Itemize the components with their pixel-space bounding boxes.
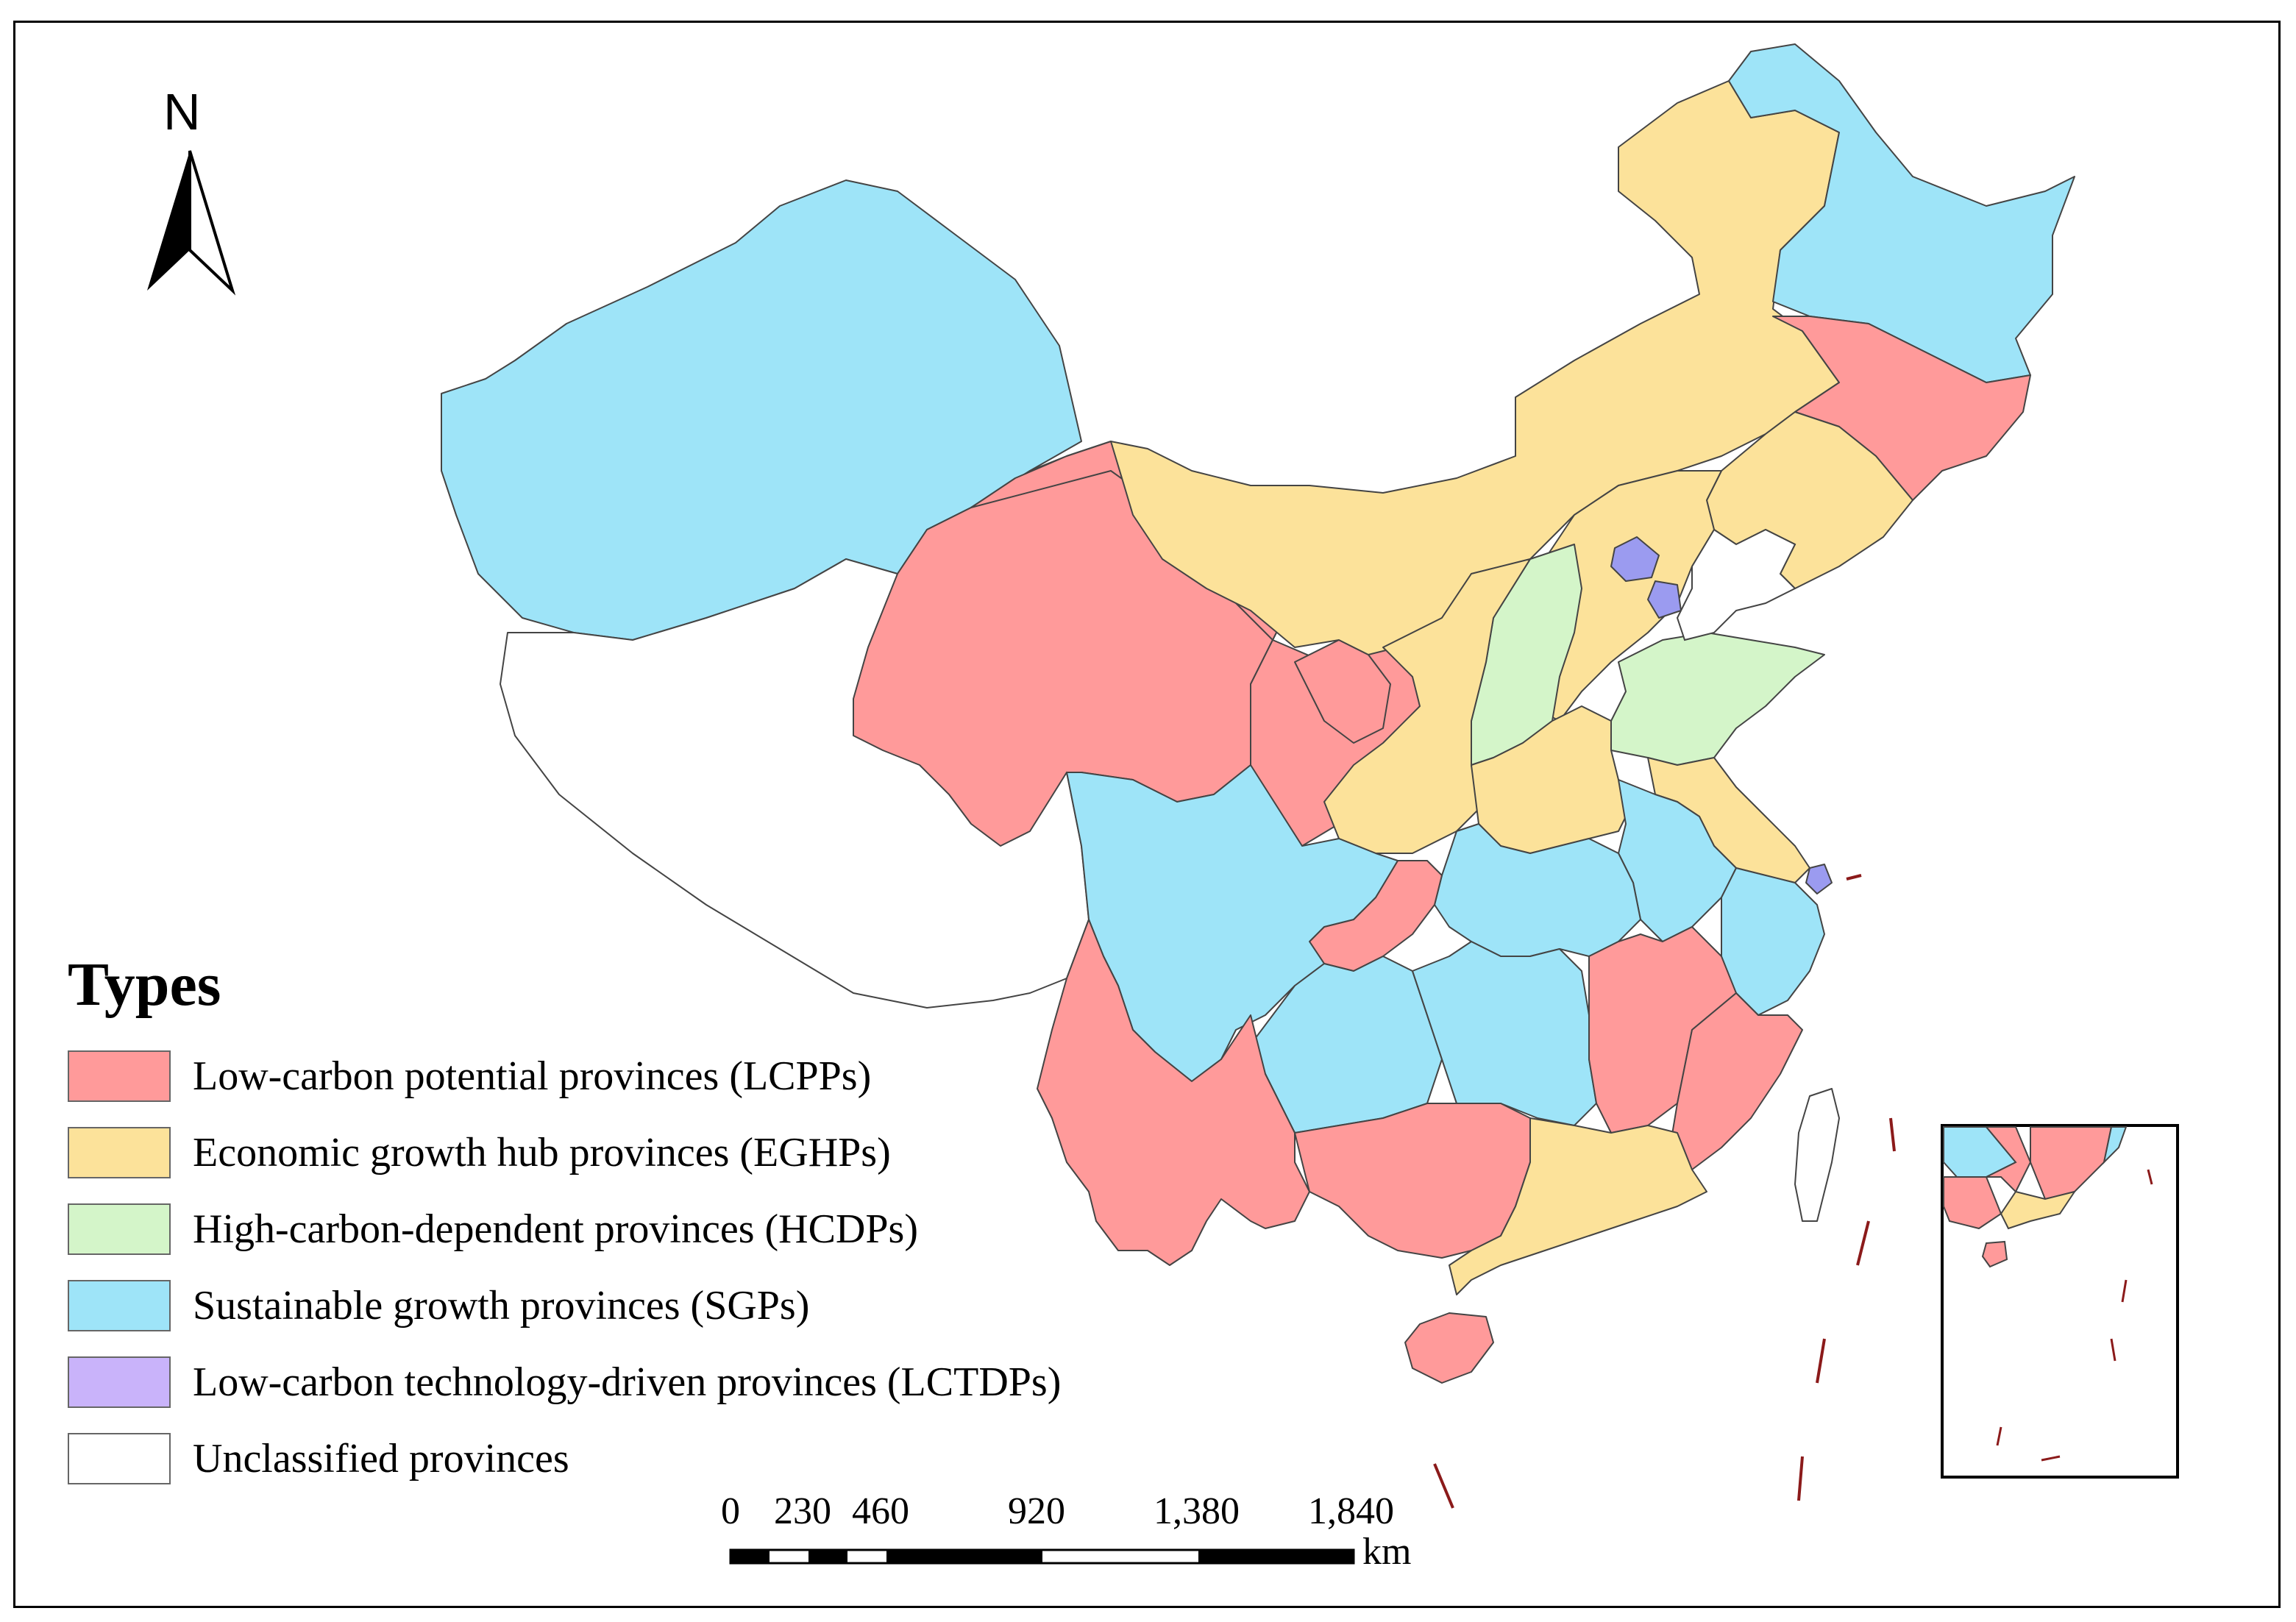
scale-tick-label: 230 bbox=[774, 1490, 831, 1532]
scale-tick-label: 0 bbox=[721, 1490, 740, 1532]
bohai-sea bbox=[1676, 528, 1796, 641]
province-shanghai bbox=[1805, 864, 1833, 894]
legend-item-lcpp: Low-carbon potential provinces (LCPPs) bbox=[68, 1038, 1061, 1114]
legend-item-sgp: Sustainable growth provinces (SGPs) bbox=[68, 1267, 1061, 1344]
province-jilin bbox=[1772, 316, 2031, 501]
legend-label: Unclassified provinces bbox=[193, 1436, 569, 1482]
legend-label: Low-carbon technology-driven provinces (… bbox=[193, 1359, 1062, 1405]
legend-swatch bbox=[68, 1050, 171, 1102]
province-zhejiang bbox=[1721, 867, 1825, 1016]
province-yunnan bbox=[1037, 919, 1310, 1266]
legend-swatch bbox=[68, 1203, 171, 1255]
province-shandong bbox=[1610, 632, 1825, 766]
legend-swatch bbox=[68, 1356, 171, 1408]
province-fujian bbox=[1669, 992, 1803, 1170]
legend-swatch bbox=[68, 1127, 171, 1178]
province-taiwan bbox=[1794, 1088, 1840, 1222]
legend-item-lctdp: Low-carbon technology-driven provinces (… bbox=[68, 1344, 1061, 1420]
scale-tick-label: 460 bbox=[852, 1490, 909, 1532]
inset-map bbox=[1941, 1124, 2179, 1479]
province-guangxi bbox=[1294, 1103, 1531, 1259]
legend-title: Types bbox=[68, 950, 221, 1019]
legend-label: Low-carbon potential provinces (LCPPs) bbox=[193, 1053, 872, 1099]
province-beijing bbox=[1610, 536, 1660, 582]
province-tianjin bbox=[1647, 580, 1682, 619]
scale-tick-label: 1,840 bbox=[1308, 1490, 1394, 1532]
legend-swatch bbox=[68, 1280, 171, 1331]
legend: Types Low-carbon potential provinces (LC… bbox=[68, 949, 1061, 1497]
scale-unit: km bbox=[1362, 1531, 1412, 1573]
province-hunan bbox=[1412, 941, 1597, 1126]
scale-tick-label: 920 bbox=[1008, 1490, 1065, 1532]
scale-tick-label: 1,380 bbox=[1154, 1490, 1240, 1532]
legend-label: High-carbon-dependent provinces (HCDPs) bbox=[193, 1206, 918, 1252]
nine-dash-line bbox=[1433, 874, 1896, 1509]
map-frame bbox=[13, 21, 2281, 1608]
legend-item-hcdp: High-carbon-dependent provinces (HCDPs) bbox=[68, 1191, 1061, 1267]
legend-swatch bbox=[68, 1433, 171, 1484]
legend-item-eghp: Economic growth hub provinces (EGHPs) bbox=[68, 1114, 1061, 1191]
scale-bar bbox=[729, 1548, 1355, 1565]
legend-item-unclassified: Unclassified provinces bbox=[68, 1420, 1061, 1497]
province-hainan bbox=[1404, 1312, 1494, 1384]
province-guangdong bbox=[1449, 1117, 1707, 1295]
legend-label: Sustainable growth provinces (SGPs) bbox=[193, 1283, 810, 1328]
north-label: N bbox=[163, 83, 201, 140]
legend-label: Economic growth hub provinces (EGHPs) bbox=[193, 1130, 891, 1175]
north-arrow-icon bbox=[147, 150, 236, 296]
